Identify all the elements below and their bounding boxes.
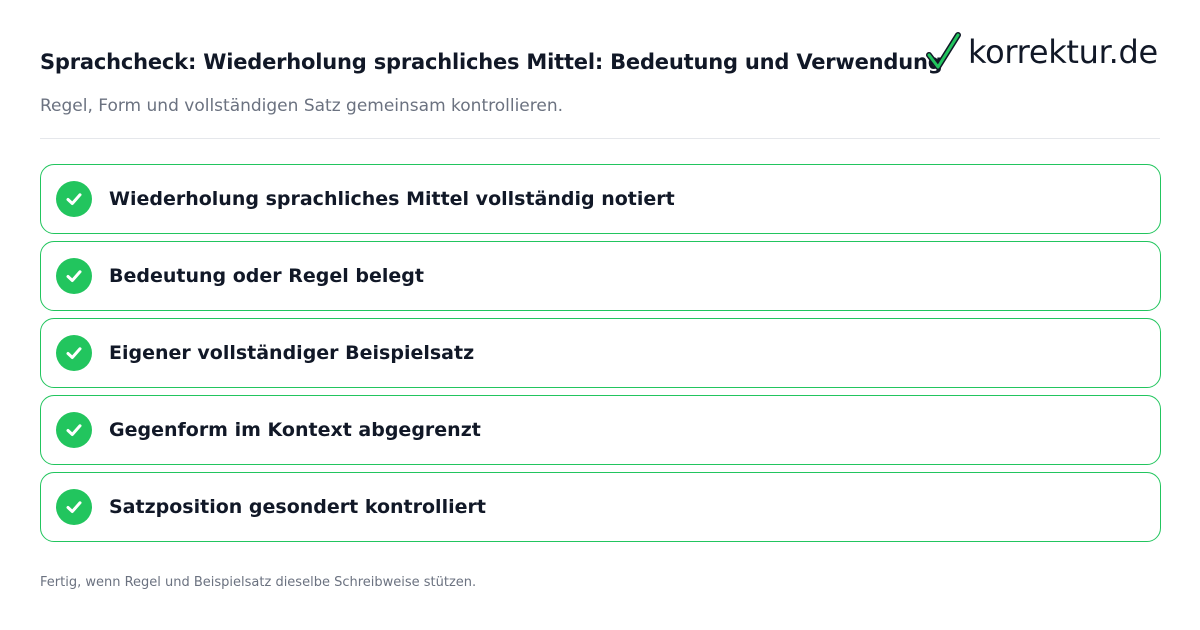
checklist-item: Wiederholung sprachliches Mittel vollstä… xyxy=(40,164,1161,234)
checkmark-icon xyxy=(926,32,961,70)
checklist-item: Eigener vollständiger Beispielsatz xyxy=(40,318,1161,388)
header-divider xyxy=(40,138,1160,139)
check-icon xyxy=(56,335,92,371)
page-subtitle: Regel, Form und vollständigen Satz gemei… xyxy=(40,96,564,116)
checklist-item-label: Wiederholung sprachliches Mittel vollstä… xyxy=(109,188,675,210)
checklist-item: Satzposition gesondert kontrolliert xyxy=(40,472,1161,542)
checklist-item-label: Gegenform im Kontext abgegrenzt xyxy=(109,419,481,441)
check-icon xyxy=(56,258,92,294)
checklist-item-label: Satzposition gesondert kontrolliert xyxy=(109,496,486,518)
check-icon xyxy=(56,181,92,217)
check-icon xyxy=(56,412,92,448)
checklist-item-label: Eigener vollständiger Beispielsatz xyxy=(109,342,475,364)
checklist-item: Bedeutung oder Regel belegt xyxy=(40,241,1161,311)
footer-note: Fertig, wenn Regel und Beispielsatz dies… xyxy=(40,575,477,590)
checklist-item-label: Bedeutung oder Regel belegt xyxy=(109,265,424,287)
check-icon xyxy=(56,489,92,525)
page-title: Sprachcheck: Wiederholung sprachliches M… xyxy=(40,50,943,74)
brand-logo: korrektur.de xyxy=(926,30,1158,74)
checklist: Wiederholung sprachliches Mittel vollstä… xyxy=(40,164,1161,549)
checklist-item: Gegenform im Kontext abgegrenzt xyxy=(40,395,1161,465)
logo-text: korrektur.de xyxy=(968,33,1158,71)
